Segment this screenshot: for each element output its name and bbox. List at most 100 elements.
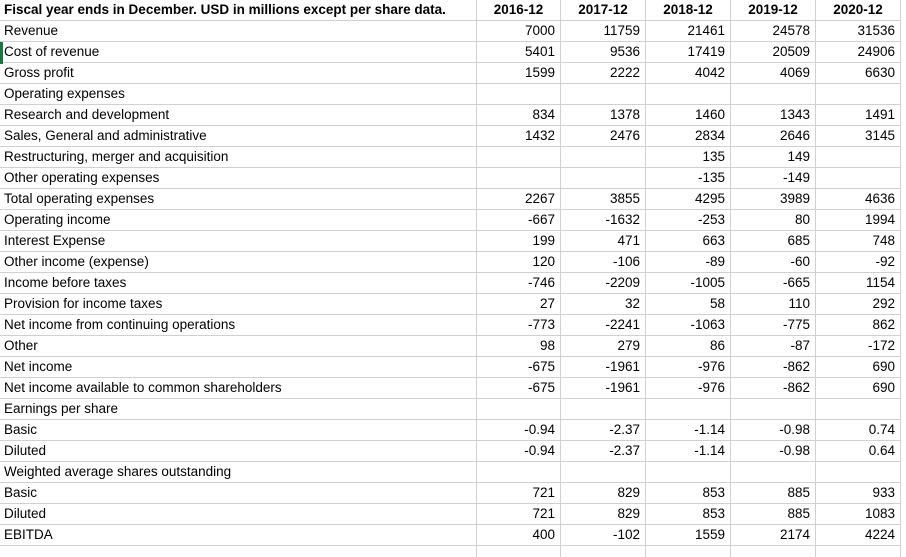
- value-cell[interactable]: 2174: [731, 525, 816, 546]
- value-cell[interactable]: 829: [561, 504, 646, 525]
- value-cell[interactable]: -665: [731, 273, 816, 294]
- value-cell[interactable]: 17419: [646, 42, 731, 63]
- value-cell[interactable]: 853: [646, 483, 731, 504]
- value-cell[interactable]: 2267: [477, 189, 561, 210]
- value-cell[interactable]: 149: [731, 147, 816, 168]
- value-cell[interactable]: -87: [731, 336, 816, 357]
- row-label-cell[interactable]: Other operating expenses: [0, 168, 477, 189]
- value-cell[interactable]: 862: [816, 315, 901, 336]
- value-cell[interactable]: -60: [731, 252, 816, 273]
- value-cell[interactable]: [561, 84, 646, 105]
- value-cell[interactable]: 933: [816, 483, 901, 504]
- row-label-cell[interactable]: Income before taxes: [0, 273, 477, 294]
- value-cell[interactable]: 2222: [561, 63, 646, 84]
- value-cell[interactable]: [561, 168, 646, 189]
- value-cell[interactable]: [561, 462, 646, 483]
- year-header-cell[interactable]: 2017-12: [561, 0, 646, 21]
- value-cell[interactable]: 3145: [816, 126, 901, 147]
- value-cell[interactable]: 279: [561, 336, 646, 357]
- row-label-cell[interactable]: Other income (expense): [0, 252, 477, 273]
- value-cell[interactable]: -172: [816, 336, 901, 357]
- value-cell[interactable]: 690: [816, 357, 901, 378]
- value-cell[interactable]: -0.94: [477, 420, 561, 441]
- value-cell[interactable]: -746: [477, 273, 561, 294]
- value-cell[interactable]: 4042: [646, 63, 731, 84]
- value-cell[interactable]: [816, 147, 901, 168]
- table-title-cell[interactable]: Fiscal year ends in December. USD in mil…: [0, 0, 477, 21]
- value-cell[interactable]: -1.14: [646, 441, 731, 462]
- row-label-cell[interactable]: Weighted average shares outstanding: [0, 462, 477, 483]
- empty-cell[interactable]: [0, 546, 477, 557]
- value-cell[interactable]: 3855: [561, 189, 646, 210]
- value-cell[interactable]: [561, 399, 646, 420]
- value-cell[interactable]: 31536: [816, 21, 901, 42]
- year-header-cell[interactable]: 2016-12: [477, 0, 561, 21]
- value-cell[interactable]: 292: [816, 294, 901, 315]
- value-cell[interactable]: 21461: [646, 21, 731, 42]
- value-cell[interactable]: 2834: [646, 126, 731, 147]
- value-cell[interactable]: 32: [561, 294, 646, 315]
- year-header-cell[interactable]: 2018-12: [646, 0, 731, 21]
- value-cell[interactable]: 721: [477, 483, 561, 504]
- value-cell[interactable]: -675: [477, 357, 561, 378]
- value-cell[interactable]: 4069: [731, 63, 816, 84]
- empty-cell[interactable]: [477, 546, 561, 557]
- row-label-cell[interactable]: Restructuring, merger and acquisition: [0, 147, 477, 168]
- value-cell[interactable]: 135: [646, 147, 731, 168]
- value-cell[interactable]: 0.64: [816, 441, 901, 462]
- value-cell[interactable]: -976: [646, 378, 731, 399]
- row-label-cell[interactable]: Provision for income taxes: [0, 294, 477, 315]
- value-cell[interactable]: 86: [646, 336, 731, 357]
- value-cell[interactable]: 885: [731, 483, 816, 504]
- value-cell[interactable]: 1491: [816, 105, 901, 126]
- row-label-cell[interactable]: Gross profit: [0, 63, 477, 84]
- value-cell[interactable]: -92: [816, 252, 901, 273]
- value-cell[interactable]: 24578: [731, 21, 816, 42]
- value-cell[interactable]: [477, 399, 561, 420]
- value-cell[interactable]: 80: [731, 210, 816, 231]
- value-cell[interactable]: 690: [816, 378, 901, 399]
- row-label-cell[interactable]: Total operating expenses: [0, 189, 477, 210]
- value-cell[interactable]: -667: [477, 210, 561, 231]
- value-cell[interactable]: -1632: [561, 210, 646, 231]
- row-label-cell[interactable]: Net income: [0, 357, 477, 378]
- value-cell[interactable]: 3989: [731, 189, 816, 210]
- value-cell[interactable]: [731, 462, 816, 483]
- row-label-cell[interactable]: Interest Expense: [0, 231, 477, 252]
- value-cell[interactable]: 110: [731, 294, 816, 315]
- value-cell[interactable]: -2209: [561, 273, 646, 294]
- value-cell[interactable]: 4636: [816, 189, 901, 210]
- value-cell[interactable]: 11759: [561, 21, 646, 42]
- empty-cell[interactable]: [816, 546, 901, 557]
- value-cell[interactable]: [731, 84, 816, 105]
- value-cell[interactable]: 471: [561, 231, 646, 252]
- value-cell[interactable]: -1005: [646, 273, 731, 294]
- value-cell[interactable]: [816, 84, 901, 105]
- value-cell[interactable]: -2.37: [561, 420, 646, 441]
- row-label-cell[interactable]: Net income available to common sharehold…: [0, 378, 477, 399]
- value-cell[interactable]: -976: [646, 357, 731, 378]
- value-cell[interactable]: -0.94: [477, 441, 561, 462]
- value-cell[interactable]: -106: [561, 252, 646, 273]
- empty-cell[interactable]: [561, 546, 646, 557]
- value-cell[interactable]: 6630: [816, 63, 901, 84]
- value-cell[interactable]: 853: [646, 504, 731, 525]
- value-cell[interactable]: 834: [477, 105, 561, 126]
- value-cell[interactable]: -775: [731, 315, 816, 336]
- row-label-cell[interactable]: Diluted: [0, 504, 477, 525]
- value-cell[interactable]: 1559: [646, 525, 731, 546]
- value-cell[interactable]: 1460: [646, 105, 731, 126]
- value-cell[interactable]: 98: [477, 336, 561, 357]
- value-cell[interactable]: -0.98: [731, 441, 816, 462]
- row-label-cell[interactable]: Other: [0, 336, 477, 357]
- value-cell[interactable]: [731, 399, 816, 420]
- value-cell[interactable]: 2646: [731, 126, 816, 147]
- value-cell[interactable]: [816, 399, 901, 420]
- value-cell[interactable]: -773: [477, 315, 561, 336]
- value-cell[interactable]: -862: [731, 378, 816, 399]
- value-cell[interactable]: -1961: [561, 378, 646, 399]
- value-cell[interactable]: 400: [477, 525, 561, 546]
- value-cell[interactable]: [477, 147, 561, 168]
- row-label-cell[interactable]: Revenue: [0, 21, 477, 42]
- value-cell[interactable]: 199: [477, 231, 561, 252]
